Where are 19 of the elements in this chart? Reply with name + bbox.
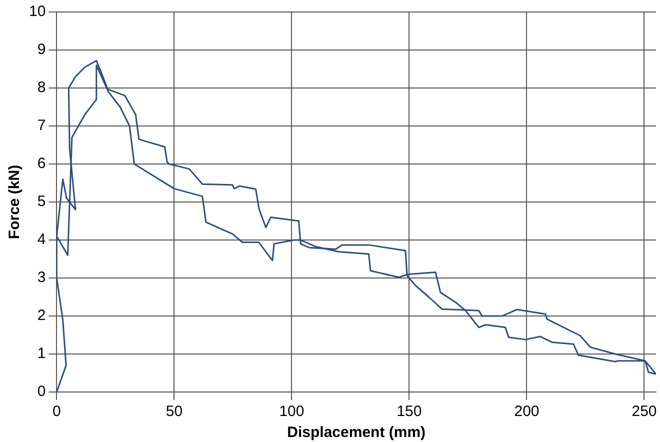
y-tick-label: 6 [37,155,46,172]
x-tick-label: 150 [396,403,422,420]
x-tick-label: 200 [514,403,540,420]
x-tick-label: 50 [166,403,183,420]
y-axis-title: Force (kN) [6,164,24,240]
y-tick-label: 8 [37,79,46,96]
y-tick-label: 7 [37,117,46,134]
x-axis-title: Displacement (mm) [287,424,426,442]
y-tick-label: 1 [37,345,46,362]
y-tick-label: 4 [37,231,46,248]
y-tick-label: 10 [28,3,46,20]
x-tick-label: 100 [279,403,304,420]
x-tick-label: 250 [632,403,657,420]
y-tick-label: 0 [37,383,46,400]
y-tick-label: 3 [37,269,46,286]
x-tick-label: 0 [52,403,61,420]
y-tick-label: 5 [37,193,46,210]
y-tick-label: 2 [37,307,46,324]
y-tick-label: 9 [37,41,46,58]
